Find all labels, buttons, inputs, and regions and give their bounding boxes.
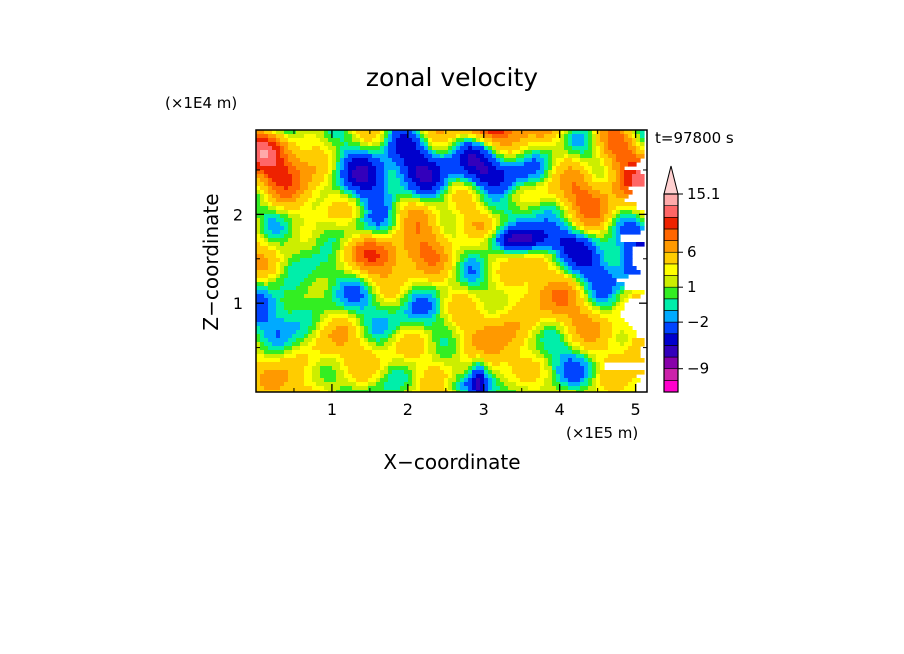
colorbar-label: 1 <box>687 278 697 296</box>
y-tick-label: 1 <box>233 294 243 313</box>
colorbar: 15.1 6 1 −2 −9 <box>663 165 720 393</box>
colorbar-segment <box>663 216 679 230</box>
colorbar-segment <box>663 205 679 218</box>
colorbar-segment <box>663 275 679 288</box>
x-tick-label: 3 <box>479 400 489 419</box>
colorbar-segment <box>663 298 679 311</box>
colorbar-label: −2 <box>687 313 709 331</box>
colorbar-segment <box>663 380 679 393</box>
colorbar-segment <box>663 368 679 381</box>
colorbar-label: 6 <box>687 243 697 261</box>
colorbar-segment <box>663 193 679 206</box>
time-label: t=97800 s <box>655 129 734 147</box>
plot-frame <box>255 129 648 393</box>
x-axis-label: X−coordinate <box>383 450 520 474</box>
colorbar-segment <box>663 310 679 323</box>
colorbar-frame <box>663 193 679 393</box>
colorbar-segment <box>663 333 679 346</box>
colorbar-segment <box>663 251 679 265</box>
x-tick-label: 2 <box>403 400 413 419</box>
x-tick-label: 4 <box>555 400 565 419</box>
colorbar-segment <box>663 240 679 253</box>
colorbar-segment <box>663 228 679 241</box>
colorbar-segment <box>663 356 679 370</box>
y-axis: 12 <box>233 169 647 349</box>
y-tick-label: 2 <box>233 205 243 224</box>
y-axis-label: Z−coordinate <box>199 193 223 330</box>
colorbar-segment <box>663 286 679 300</box>
colorbar-label: 15.1 <box>687 185 720 203</box>
x-unit-label: (×1E5 m) <box>566 424 638 442</box>
chart-title: zonal velocity <box>366 63 538 92</box>
colorbar-segment <box>663 263 679 276</box>
x-tick-label: 1 <box>327 400 337 419</box>
x-tick-label: 5 <box>631 400 641 419</box>
y-unit-label: (×1E4 m) <box>165 94 237 112</box>
x-axis: 1 2 3 4 5 <box>293 130 641 419</box>
colorbar-extend-arrow <box>663 165 679 195</box>
colorbar-segment <box>663 345 679 358</box>
colorbar-segment <box>663 321 679 335</box>
colorbar-label: −9 <box>687 360 709 378</box>
velocity-field <box>256 130 645 392</box>
